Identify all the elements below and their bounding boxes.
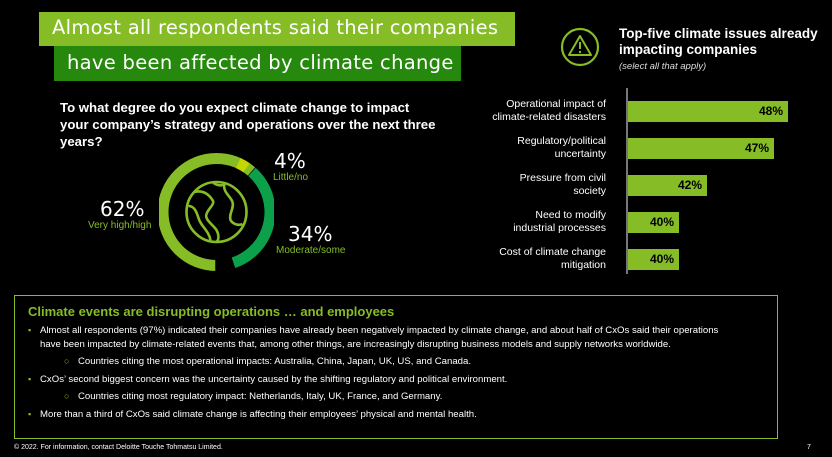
- bullet-icon: ▪: [28, 408, 32, 419]
- page-title-line-1: Almost all respondents said their compan…: [52, 16, 499, 39]
- segment-little: [159, 153, 274, 271]
- sub-bullet-item: ○ Countries citing the most operational …: [28, 355, 763, 369]
- warning-triangle-icon: [560, 27, 600, 67]
- bar-label: Regulatory/political uncertainty: [476, 135, 606, 161]
- globe-icon: [185, 180, 248, 244]
- callout-title: Climate events are disrupting operations…: [28, 304, 395, 319]
- label-very-high: Very high/high: [88, 220, 152, 231]
- bar-label-line: mitigation: [561, 259, 606, 271]
- sub-bullet-item: ○ Countries citing most regulatory impac…: [28, 390, 763, 404]
- label-little: Little/no: [273, 172, 309, 183]
- bar-label-line: Cost of climate change: [499, 246, 606, 258]
- bullet-icon: ▪: [28, 325, 32, 335]
- bullet-item: ▪ Almost all respondents (97%) indicated…: [28, 324, 763, 351]
- bar-label-line: Need to modify: [535, 209, 606, 221]
- pct-moderate: 34%: [288, 222, 333, 246]
- donut-chart: [159, 153, 274, 274]
- title-band-2: [54, 46, 461, 81]
- sub-bullet-icon: ○: [64, 391, 70, 401]
- bar-label-line: climate-related disasters: [492, 111, 606, 123]
- bar-label: Cost of climate change mitigation: [476, 246, 606, 272]
- bullet-text: More than a third of CxOs said climate c…: [40, 408, 477, 420]
- page-title-line-2: have been affected by climate change: [67, 51, 454, 74]
- bar-label-line: uncertainty: [554, 148, 606, 160]
- bar-label: Operational impact of climate-related di…: [476, 98, 606, 124]
- bar-label-line: Regulatory/political: [517, 135, 606, 147]
- label-moderate: Moderate/some: [276, 245, 346, 256]
- callout-bullets: ▪ Almost all respondents (97%) indicated…: [28, 324, 763, 421]
- donut-question: To what degree do you expect climate cha…: [60, 100, 436, 149]
- bullet-item: ▪ More than a third of CxOs said climate…: [28, 408, 763, 422]
- bar-label-line: industrial processes: [513, 222, 606, 234]
- bar-operational: 48%: [628, 101, 788, 122]
- footer-copyright: © 2022. For information, contact Deloitt…: [14, 444, 223, 451]
- bullet-text: Almost all respondents (97%) indicated t…: [40, 325, 719, 350]
- bar-label-line: society: [573, 185, 606, 197]
- bullet-item: ▪ CxOs’ second biggest concern was the u…: [28, 373, 763, 387]
- bar-axis: [626, 88, 628, 274]
- callout-box: [14, 295, 778, 439]
- sub-bullet-text: Countries citing most regulatory impact:…: [78, 391, 443, 402]
- bar-label-line: Operational impact of: [506, 98, 606, 110]
- pct-very-high: 62%: [100, 197, 145, 221]
- bar-industrial: 40%: [628, 212, 679, 233]
- sub-bullet-text: Countries citing the most operational im…: [78, 356, 472, 367]
- bullet-icon: ▪: [28, 373, 32, 384]
- bar-label: Pressure from civil society: [476, 172, 606, 198]
- bullet-text: CxOs’ second biggest concern was the unc…: [40, 373, 508, 385]
- bar-label: Need to modify industrial processes: [476, 209, 606, 235]
- pct-little: 4%: [274, 149, 306, 173]
- title-band-1: [39, 12, 515, 46]
- bar-label-line: Pressure from civil: [519, 172, 606, 184]
- bar-regulatory: 47%: [628, 138, 774, 159]
- bar-mitigation: 40%: [628, 249, 679, 270]
- sub-bullet-icon: ○: [64, 356, 70, 366]
- segment-moderate: [159, 153, 274, 271]
- bar-chart-subtitle: (select all that apply): [619, 61, 707, 72]
- bar-chart-title: Top-five climate issues already impactin…: [619, 26, 818, 57]
- page-number: 7: [807, 444, 811, 451]
- bar-civil-society: 42%: [628, 175, 707, 196]
